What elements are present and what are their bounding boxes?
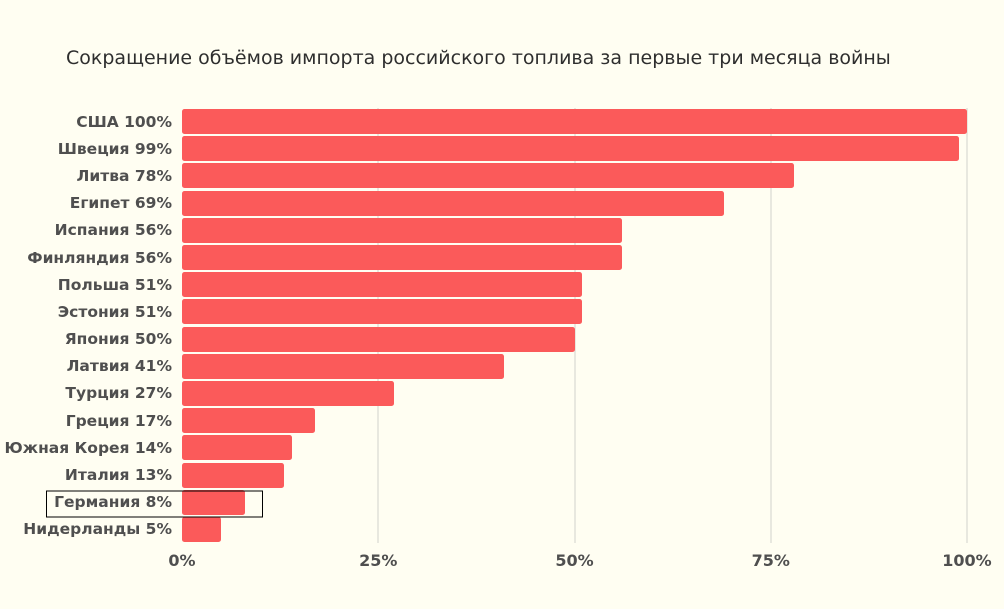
bar-row: Германия 8% — [0, 489, 1004, 518]
bar-track — [182, 136, 967, 162]
bar — [182, 435, 292, 461]
bar-row: Швеция 99% — [0, 135, 1004, 162]
bar-label: Греция 17% — [65, 411, 172, 430]
bar-track — [182, 217, 967, 243]
bar-row: Литва 78% — [0, 162, 1004, 189]
bar-track — [182, 272, 967, 298]
bar — [182, 299, 583, 325]
bar-label: Южная Корея 14% — [4, 438, 172, 457]
gridline — [769, 108, 772, 543]
bar-label: Литва 78% — [76, 166, 172, 185]
bar-row: Египет 69% — [0, 190, 1004, 217]
bar-row: Италия 13% — [0, 461, 1004, 488]
bar-track — [182, 299, 967, 325]
bar-label: Турция 27% — [65, 384, 172, 403]
highlight-box — [46, 490, 263, 518]
bar-row: США 100% — [0, 108, 1004, 135]
bar — [182, 217, 622, 243]
bar-row: Латвия 41% — [0, 353, 1004, 380]
bar-label: Нидерланды 5% — [23, 520, 172, 539]
bar-rows: США 100% Швеция 99% Литва 78% Египет 69% Исп… — [0, 108, 1004, 543]
bar-label: Япония 50% — [64, 330, 172, 349]
bar-row: Финляндия 56% — [0, 244, 1004, 271]
bar-label: Латвия 41% — [66, 357, 172, 376]
bar-label: США 100% — [76, 112, 172, 131]
bar-row: Греция 17% — [0, 407, 1004, 434]
bar-label: Испания 56% — [54, 221, 172, 240]
bar-track — [182, 462, 967, 488]
bar-row: Испания 56% — [0, 217, 1004, 244]
bar — [182, 380, 394, 406]
bar — [182, 190, 724, 216]
bar — [182, 353, 504, 379]
bar-label: Эстония 51% — [57, 302, 172, 321]
bar-row: Нидерланды 5% — [0, 516, 1004, 543]
bar-label: Италия 13% — [64, 466, 172, 485]
x-axis: 0% 25% 50% 75% 100% — [0, 551, 1004, 573]
bar-track — [182, 489, 967, 515]
bar-track — [182, 408, 967, 434]
bar — [182, 516, 222, 542]
gridline — [573, 108, 576, 543]
bar-label: Польша 51% — [57, 275, 172, 294]
bar-label: Германия 8% — [54, 493, 172, 512]
bar-row: Южная Корея 14% — [0, 434, 1004, 461]
bar — [182, 326, 575, 352]
chart-title: Сокращение объёмов импорта российского т… — [66, 47, 891, 69]
bar — [182, 163, 795, 189]
bar — [182, 109, 967, 135]
x-axis-tick-label: 25% — [359, 551, 398, 570]
x-axis-tick-label: 100% — [942, 551, 992, 570]
bar-track — [182, 245, 967, 271]
bar-label: Египет 69% — [69, 194, 172, 213]
plot-area — [182, 108, 968, 543]
bar-row: Япония 50% — [0, 326, 1004, 353]
bar — [182, 489, 245, 515]
x-axis-tick-label: 50% — [555, 551, 594, 570]
bar-track — [182, 326, 967, 352]
bar-track — [182, 190, 967, 216]
bar-label: Швеция 99% — [57, 139, 172, 158]
bar-track — [182, 163, 967, 189]
bar-row: Эстония 51% — [0, 298, 1004, 325]
bar-track — [182, 435, 967, 461]
x-axis-tick-label: 75% — [751, 551, 790, 570]
x-axis-tick-label: 0% — [168, 551, 196, 570]
bar — [182, 462, 285, 488]
bar-track — [182, 109, 967, 135]
bar-row: Турция 27% — [0, 380, 1004, 407]
bar — [182, 136, 960, 162]
gridline — [377, 108, 380, 543]
bar-label: Финляндия 56% — [27, 248, 172, 267]
bar-track — [182, 380, 967, 406]
gridline — [966, 108, 968, 543]
bar-track — [182, 353, 967, 379]
bar — [182, 272, 583, 298]
bar — [182, 408, 316, 434]
bar — [182, 245, 622, 271]
bar-track — [182, 516, 967, 542]
bar-row: Польша 51% — [0, 271, 1004, 298]
